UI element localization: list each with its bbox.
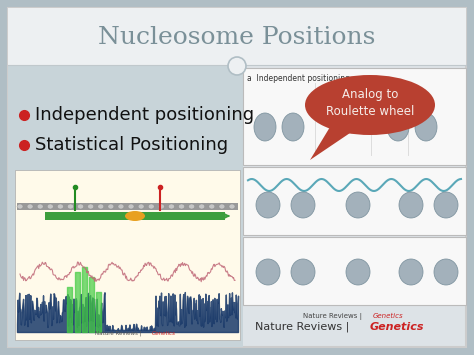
Ellipse shape [98, 204, 104, 209]
Ellipse shape [37, 204, 43, 209]
FancyBboxPatch shape [15, 170, 240, 340]
Ellipse shape [189, 204, 195, 209]
FancyBboxPatch shape [243, 237, 466, 305]
Ellipse shape [291, 259, 315, 285]
Ellipse shape [199, 204, 205, 209]
FancyBboxPatch shape [8, 65, 243, 347]
Ellipse shape [118, 204, 124, 209]
Ellipse shape [125, 211, 145, 221]
Text: Nature Reviews |: Nature Reviews | [95, 331, 143, 336]
Ellipse shape [399, 192, 423, 218]
Ellipse shape [229, 204, 235, 209]
FancyBboxPatch shape [8, 8, 466, 65]
FancyBboxPatch shape [243, 68, 466, 165]
Ellipse shape [27, 204, 33, 209]
Text: Analog to
Roulette wheel: Analog to Roulette wheel [326, 88, 414, 118]
Ellipse shape [57, 204, 64, 209]
Ellipse shape [209, 204, 215, 209]
Ellipse shape [332, 96, 354, 124]
Circle shape [228, 57, 246, 75]
Text: Independent positioning: Independent positioning [35, 106, 254, 124]
Text: Genetics: Genetics [370, 322, 425, 332]
Ellipse shape [179, 204, 184, 209]
Text: Genetics: Genetics [373, 313, 404, 319]
Ellipse shape [415, 113, 437, 141]
Ellipse shape [78, 204, 83, 209]
Ellipse shape [254, 113, 276, 141]
Ellipse shape [346, 259, 370, 285]
Ellipse shape [108, 204, 114, 209]
FancyBboxPatch shape [8, 8, 466, 347]
Ellipse shape [138, 204, 144, 209]
Ellipse shape [282, 113, 304, 141]
Ellipse shape [17, 204, 23, 209]
Ellipse shape [219, 204, 225, 209]
Ellipse shape [47, 204, 53, 209]
Ellipse shape [158, 204, 164, 209]
Ellipse shape [128, 204, 134, 209]
Ellipse shape [305, 75, 435, 135]
Ellipse shape [387, 113, 409, 141]
Ellipse shape [434, 192, 458, 218]
Ellipse shape [434, 259, 458, 285]
Text: Statistical Positioning: Statistical Positioning [35, 136, 228, 154]
Ellipse shape [88, 204, 94, 209]
Text: Nature Reviews |: Nature Reviews | [255, 322, 353, 332]
Text: Nature Reviews |: Nature Reviews | [303, 313, 364, 320]
Ellipse shape [346, 192, 370, 218]
Text: Nucleosome Positions: Nucleosome Positions [98, 26, 376, 49]
FancyBboxPatch shape [243, 167, 466, 235]
Ellipse shape [399, 259, 423, 285]
Ellipse shape [256, 259, 280, 285]
FancyBboxPatch shape [17, 203, 238, 210]
Text: Genetics: Genetics [152, 331, 176, 336]
Ellipse shape [168, 204, 174, 209]
Ellipse shape [291, 192, 315, 218]
FancyBboxPatch shape [45, 212, 225, 220]
Ellipse shape [256, 192, 280, 218]
Ellipse shape [148, 204, 154, 209]
Text: a  Independent positioning: a Independent positioning [247, 74, 350, 83]
Ellipse shape [67, 204, 73, 209]
Polygon shape [310, 127, 350, 160]
